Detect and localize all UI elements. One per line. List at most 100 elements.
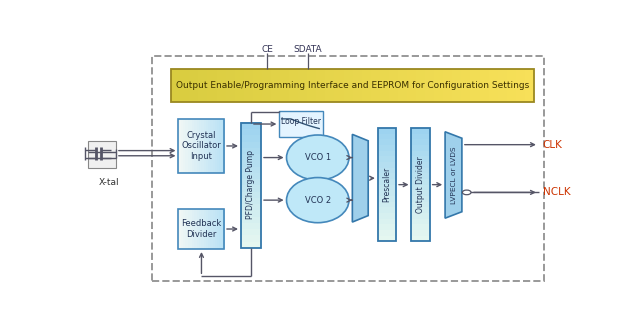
Bar bbox=[412, 236, 430, 242]
Bar bbox=[412, 196, 430, 202]
Circle shape bbox=[463, 190, 471, 195]
Bar bbox=[244, 69, 254, 102]
Bar bbox=[241, 160, 261, 166]
Bar bbox=[241, 222, 261, 229]
Bar bbox=[412, 168, 430, 173]
Polygon shape bbox=[445, 132, 462, 218]
Bar bbox=[187, 209, 190, 249]
Bar bbox=[199, 119, 202, 173]
Bar bbox=[525, 69, 534, 102]
Bar bbox=[378, 213, 396, 219]
Bar bbox=[241, 191, 261, 198]
Bar bbox=[241, 173, 261, 179]
Bar bbox=[222, 119, 224, 173]
Bar bbox=[279, 111, 322, 137]
Bar bbox=[412, 207, 430, 213]
Bar bbox=[241, 229, 261, 236]
Bar bbox=[185, 209, 188, 249]
Bar bbox=[308, 69, 317, 102]
Polygon shape bbox=[352, 134, 368, 222]
Bar bbox=[219, 209, 222, 249]
Bar bbox=[378, 230, 396, 236]
Bar bbox=[479, 69, 489, 102]
Bar bbox=[353, 69, 362, 102]
Bar bbox=[189, 69, 199, 102]
Bar bbox=[361, 69, 371, 102]
Bar bbox=[380, 69, 389, 102]
Bar bbox=[378, 150, 396, 156]
Bar bbox=[378, 145, 396, 151]
Bar bbox=[217, 209, 220, 249]
Bar bbox=[280, 69, 290, 102]
Text: SDATA: SDATA bbox=[294, 45, 322, 54]
Bar bbox=[215, 119, 218, 173]
Bar bbox=[241, 141, 261, 148]
Bar bbox=[412, 184, 430, 190]
Ellipse shape bbox=[286, 135, 349, 180]
Bar bbox=[190, 209, 193, 249]
Bar bbox=[378, 190, 396, 196]
Text: LVPECL or LVDS: LVPECL or LVDS bbox=[451, 146, 457, 204]
Bar bbox=[195, 209, 197, 249]
Bar bbox=[326, 69, 335, 102]
Bar bbox=[378, 173, 396, 179]
Bar bbox=[412, 179, 430, 185]
Text: CLK: CLK bbox=[542, 140, 562, 150]
Bar bbox=[412, 133, 430, 139]
Bar bbox=[412, 156, 430, 162]
Bar bbox=[210, 209, 213, 249]
Bar bbox=[416, 69, 425, 102]
Bar bbox=[471, 69, 480, 102]
Bar bbox=[210, 119, 213, 173]
Bar bbox=[241, 129, 261, 135]
Bar bbox=[378, 201, 396, 207]
Bar bbox=[389, 69, 399, 102]
Bar bbox=[241, 123, 261, 129]
Bar bbox=[378, 128, 396, 242]
Bar bbox=[222, 209, 224, 249]
Bar bbox=[412, 230, 430, 236]
Bar bbox=[378, 168, 396, 173]
Bar bbox=[213, 119, 215, 173]
Bar bbox=[378, 196, 396, 202]
Bar bbox=[215, 209, 218, 249]
Bar bbox=[241, 198, 261, 204]
Bar bbox=[226, 69, 235, 102]
Bar bbox=[412, 201, 430, 207]
Bar bbox=[378, 207, 396, 213]
Bar bbox=[412, 128, 430, 242]
Bar bbox=[241, 235, 261, 242]
Bar bbox=[253, 69, 262, 102]
Bar bbox=[241, 216, 261, 223]
Bar bbox=[206, 209, 208, 249]
Bar bbox=[443, 69, 453, 102]
Bar bbox=[197, 119, 200, 173]
Bar bbox=[271, 69, 280, 102]
Bar bbox=[198, 69, 208, 102]
Text: Output Enable/Programming Interface and EEPROM for Configuration Settings: Output Enable/Programming Interface and … bbox=[176, 81, 529, 89]
Bar bbox=[412, 145, 430, 151]
Text: NCLK: NCLK bbox=[542, 187, 570, 197]
Bar bbox=[213, 209, 215, 249]
Bar bbox=[498, 69, 507, 102]
Bar bbox=[461, 69, 471, 102]
Bar bbox=[152, 56, 544, 281]
Text: CE: CE bbox=[262, 45, 273, 54]
Bar bbox=[398, 69, 407, 102]
Bar bbox=[412, 150, 430, 156]
Bar bbox=[179, 119, 224, 173]
Bar bbox=[206, 119, 208, 173]
Bar bbox=[343, 69, 353, 102]
Text: Loop Filter: Loop Filter bbox=[281, 117, 321, 126]
Bar bbox=[412, 139, 430, 145]
Bar bbox=[334, 69, 344, 102]
Bar bbox=[378, 162, 396, 168]
Bar bbox=[241, 204, 261, 210]
Bar bbox=[412, 224, 430, 230]
Bar bbox=[262, 69, 272, 102]
Bar bbox=[199, 209, 202, 249]
Bar bbox=[378, 179, 396, 185]
Bar bbox=[179, 209, 224, 249]
Bar bbox=[208, 119, 211, 173]
Bar bbox=[507, 69, 516, 102]
